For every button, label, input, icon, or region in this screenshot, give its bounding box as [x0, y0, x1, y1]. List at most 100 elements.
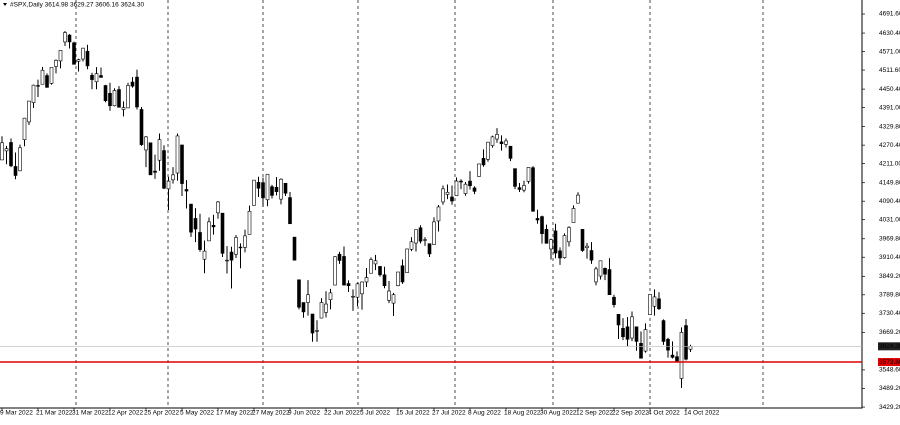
- candle-body: [571, 208, 576, 223]
- y-tick-label: 3910.40: [879, 254, 900, 261]
- x-tick-label: 14 Oct 2022: [684, 410, 720, 417]
- x-tick-label: 31 Mar 2022: [72, 410, 109, 417]
- candle-body: [9, 142, 13, 167]
- candle-body: [72, 42, 76, 65]
- candle-body: [373, 260, 378, 265]
- candle-body: [639, 343, 643, 359]
- candle-body: [175, 135, 180, 174]
- candle-body: [387, 290, 391, 301]
- candle-body: [121, 107, 126, 110]
- candle-body: [328, 292, 333, 301]
- candle-body: [130, 81, 135, 87]
- candle-body: [13, 166, 18, 176]
- candle-body: [553, 230, 558, 254]
- candle-body: [414, 229, 418, 244]
- y-tick-label: 3489.20: [879, 385, 900, 392]
- candle-body: [585, 245, 589, 249]
- candle-body: [22, 117, 27, 140]
- candle-body: [207, 221, 211, 242]
- candle-body: [612, 296, 616, 305]
- candle-body: [486, 141, 490, 160]
- candle-body: [616, 314, 621, 326]
- y-tick-label: 4571.00: [879, 48, 900, 55]
- plot-border: [0, 0, 863, 409]
- candle-body: [400, 265, 405, 283]
- candle-body: [202, 250, 207, 260]
- x-tick-label: 9 Jun 2022: [288, 410, 321, 417]
- candle-body: [540, 216, 544, 235]
- candle-body: [211, 224, 216, 228]
- candle-body: [288, 197, 292, 225]
- candle-body: [427, 243, 432, 255]
- candle-body: [621, 328, 625, 338]
- candle-body: [189, 203, 193, 233]
- candle-body: [144, 136, 148, 151]
- x-tick-label: 30 Aug 2022: [540, 410, 577, 417]
- y-tick-label: 4031.00: [879, 216, 900, 223]
- candle-body: [148, 142, 153, 176]
- candle-body: [94, 73, 99, 83]
- candle-body: [589, 250, 594, 261]
- candle-body: [684, 325, 688, 360]
- candle-body: [481, 158, 486, 166]
- x-tick-label: 5 Jul 2022: [360, 410, 390, 417]
- candle-body: [265, 173, 270, 201]
- candle-body: [504, 140, 508, 145]
- candle-body: [405, 248, 409, 273]
- candle-body: [652, 296, 657, 307]
- x-tick-label: 22 Jun 2022: [324, 410, 360, 417]
- x-tick-label: 27 May 2022: [252, 410, 290, 417]
- candle-body: [238, 246, 243, 249]
- y-tick-label: 3429.20: [879, 404, 900, 411]
- chart-header: #SPX,Daily 3614.98 3629.27 3606.16 3624.…: [10, 2, 144, 9]
- candle-body: [463, 183, 468, 194]
- candle-body: [472, 187, 477, 192]
- candle-body: [369, 259, 373, 274]
- candle-body: [634, 326, 639, 342]
- x-tick-label: 5 May 2022: [180, 410, 214, 417]
- candle-body: [580, 229, 585, 251]
- y-tick-label: 4511.60: [879, 67, 900, 74]
- x-tick-label: 15 Jul 2022: [396, 410, 430, 417]
- candle-body: [513, 168, 517, 187]
- candle-body: [58, 50, 63, 62]
- candle-body: [517, 187, 522, 190]
- candle-body: [549, 239, 553, 250]
- candle-body: [441, 188, 445, 203]
- candle-body: [4, 148, 9, 152]
- candle-body: [112, 90, 117, 107]
- candle-body: [229, 251, 234, 261]
- candle-body: [342, 256, 346, 286]
- candle-body: [544, 229, 549, 244]
- candle-body: [360, 281, 364, 295]
- symbol-icon: [3, 3, 7, 6]
- candle-body: [135, 76, 139, 108]
- candle-body: [675, 356, 679, 362]
- candle-body: [261, 182, 265, 199]
- candle-body: [216, 201, 220, 214]
- candle-body: [54, 59, 58, 67]
- x-tick-label: 9 Mar 2022: [0, 410, 33, 417]
- x-tick-label: 25 Apr 2022: [144, 410, 179, 417]
- candle-body: [535, 218, 540, 221]
- x-tick-label: 27 Jul 2022: [432, 410, 466, 417]
- candle-body: [333, 256, 337, 286]
- candle-body: [351, 295, 355, 298]
- candle-body: [445, 191, 450, 195]
- candle-body: [337, 253, 342, 261]
- candle-body: [40, 69, 45, 85]
- candle-body: [85, 50, 90, 67]
- candle-body: [139, 109, 144, 145]
- candle-body: [279, 178, 283, 200]
- candle-body: [36, 85, 40, 87]
- candle-body: [508, 145, 513, 159]
- price-label-box: [878, 358, 900, 367]
- candle-body: [648, 294, 652, 315]
- candle-body: [162, 150, 166, 189]
- candle-body: [396, 271, 400, 286]
- candle-body: [184, 189, 189, 192]
- y-tick-label: 4090.40: [879, 198, 900, 205]
- candle-body: [418, 227, 423, 242]
- y-tick-label: 4450.40: [879, 86, 900, 93]
